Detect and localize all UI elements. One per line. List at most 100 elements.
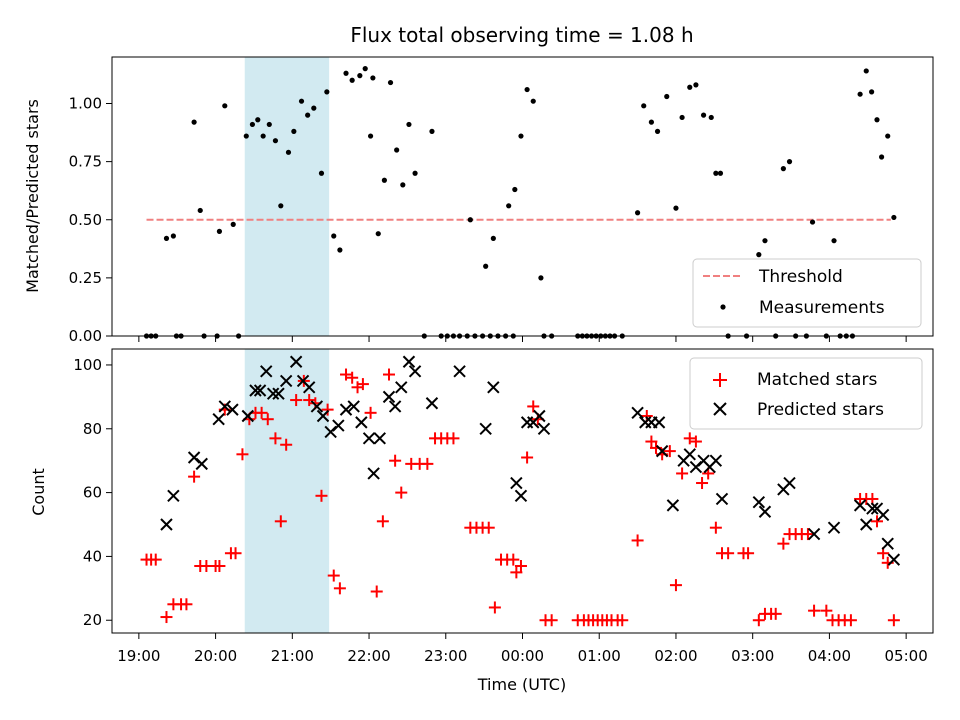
bottom-legend-predicted-marker [713,402,727,416]
matched-star-point [364,406,377,419]
matched-star-point [274,515,287,528]
matched-star-point [482,521,495,534]
predicted-star-point [537,422,551,435]
bottom-y-tick-label: 100 [73,356,102,374]
matched-star-point [510,566,523,579]
bottom-matched-layer [140,368,900,627]
measurement-point [518,133,524,139]
matched-star-point [820,604,833,617]
measurement-point [700,112,707,118]
predicted-star-point [272,387,285,400]
predicted-star-point [253,384,267,397]
predicted-star-point [479,422,492,435]
matched-star-point [616,614,629,627]
predicted-star-point [362,432,376,445]
predicted-star-point [655,444,669,458]
predicted-star-point [860,518,873,531]
predicted-star-point [226,403,239,416]
measurement-point [831,238,837,244]
matched-star-point [389,454,402,467]
measurement-point [530,98,536,104]
measurement-point [278,203,284,209]
measurement-point [679,114,685,121]
bottom-predicted-layer [160,355,901,566]
matched-star-point [722,547,735,560]
top-x-axis-ticks [138,336,907,342]
measurement-point [337,247,343,253]
measurement-point [216,228,223,234]
predicted-star-point [881,537,894,550]
measurement-point [163,235,170,241]
predicted-star-point [395,381,408,394]
top-y-tick-label: 0.50 [69,211,102,229]
predicted-star-point [402,355,416,368]
matched-star-point [149,553,162,566]
predicted-star-point [827,521,841,534]
predicted-star-point [218,400,231,413]
matched-star-point [333,582,346,595]
matched-star-point [887,614,900,627]
matched-star-point [663,445,676,458]
measurement-point [538,275,544,281]
top-legend-threshold-label: Threshold [758,267,843,287]
top-points-layer [143,66,897,339]
matched-star-point [742,547,755,560]
predicted-star-point [212,412,225,426]
matched-star-point [269,432,282,445]
bottom-x-axis-label: Time (UTC) [477,675,566,694]
measurement-point [490,235,496,241]
measurement-point [664,93,670,100]
bottom-y-axis-label: Count [29,468,48,516]
predicted-star-point [373,432,386,445]
predicted-star-point [332,419,345,432]
measurement-point [381,177,387,183]
measurement-point [524,86,530,93]
measurement-point [170,233,176,239]
bottom-x-axis-ticks: 19:00 20:00 21:00 22:00 23:00 00:00 01:00 02:00… [117,633,928,665]
measurement-point [654,128,661,134]
measurement-point [512,186,518,193]
predicted-star-point [388,400,402,413]
predicted-star-point [160,518,173,531]
measurement-point [809,219,816,225]
matched-star-point [696,477,709,490]
top-chart-panel: 0.00 0.25 0.50 0.75 1.00 Matched/Predicted s… [23,56,934,345]
bottom-legend-matched-marker [713,373,727,387]
bottom-y-axis-ticks: 20 40 60 80 100 [73,356,112,629]
measurement-point [634,210,641,216]
measurement-point [255,117,261,123]
measurement-point [780,166,786,172]
bottom-x-tick-label: 03:00 [731,647,774,665]
measurement-point [673,205,679,211]
measurement-point [305,112,311,118]
matched-star-point [290,394,303,407]
matched-star-point [769,607,782,620]
bottom-x-tick-label: 01:00 [578,647,621,665]
measurement-point [863,68,869,74]
top-legend-measurement-marker [720,304,726,310]
matched-star-point [340,368,353,381]
bottom-x-tick-label: 02:00 [654,647,697,665]
measurement-point [266,121,272,128]
predicted-star-point [807,527,821,541]
matched-star-point [370,585,383,598]
top-y-tick-label: 1.00 [69,95,102,113]
matched-star-point [645,435,658,448]
measurement-point [400,182,406,188]
matched-star-point [669,579,682,592]
top-y-axis-ticks: 0.00 0.25 0.50 0.75 1.00 [69,95,112,345]
bottom-x-tick-label: 00:00 [501,647,544,665]
bottom-x-tick-label: 19:00 [117,647,160,665]
matched-star-point [255,406,268,419]
top-highlight-span [244,57,330,336]
measurement-point [230,221,236,227]
measurement-point [285,149,292,155]
top-y-axis-label: Matched/Predicted stars [23,99,42,293]
bottom-y-tick-label: 80 [83,420,102,438]
measurement-point [708,114,714,121]
measurement-point [367,133,374,139]
predicted-star-point [683,448,696,461]
measurement-point [318,170,325,176]
measurement-point [713,170,719,176]
predicted-star-point [453,365,466,378]
